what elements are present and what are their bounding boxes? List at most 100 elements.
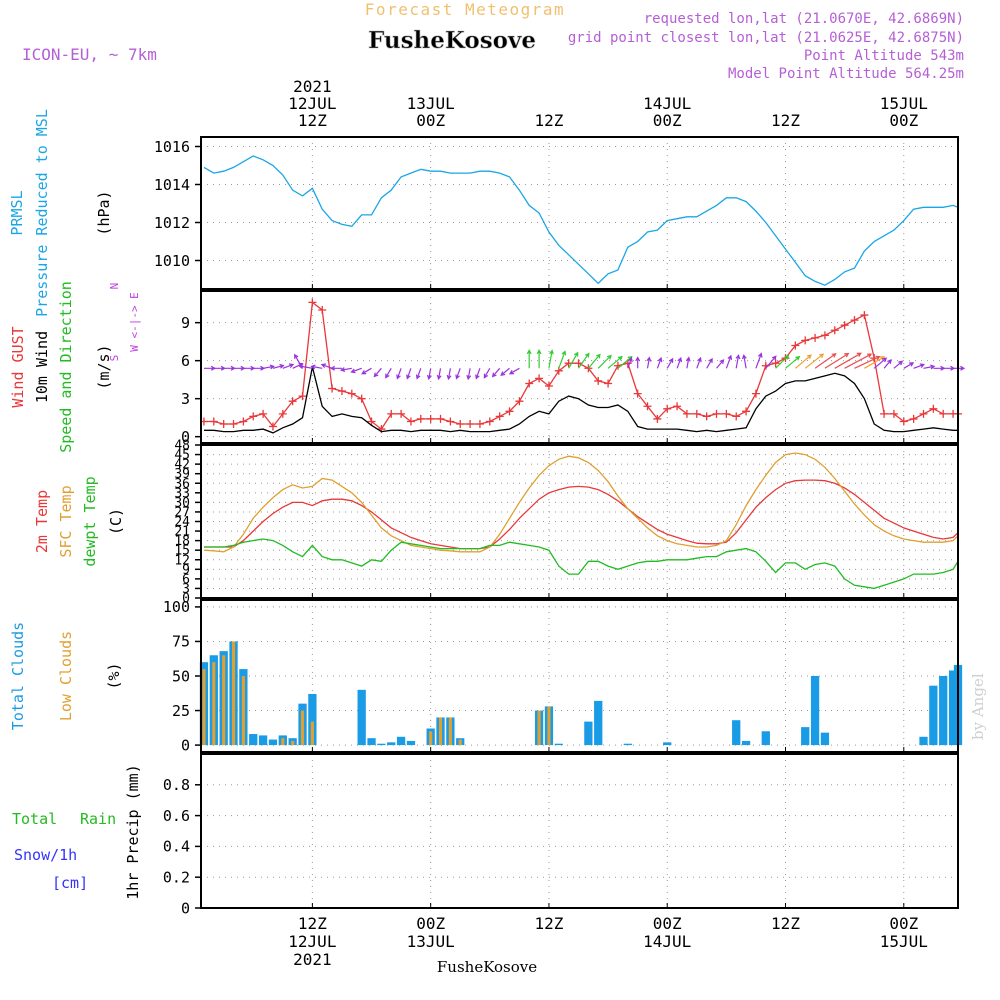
y-tick-label: 0.6 xyxy=(163,807,190,825)
gust-marker xyxy=(909,414,918,423)
top-tick-label: 2021 xyxy=(293,77,332,96)
series-t2m xyxy=(204,479,959,550)
gust-marker xyxy=(535,374,544,383)
wind-arrow xyxy=(415,368,422,380)
total-cloud-bar xyxy=(919,736,928,746)
wind-arrow xyxy=(741,354,747,369)
gust-marker xyxy=(919,409,928,418)
y-tick-label: 6 xyxy=(181,352,190,370)
y-tick-label: 30 xyxy=(174,496,190,511)
gust-marker xyxy=(850,316,859,325)
total-cloud-bar xyxy=(406,740,416,746)
panel-frame xyxy=(200,290,959,444)
y-tick-label: 24 xyxy=(174,515,190,530)
series-sfc xyxy=(203,452,959,553)
gust-marker xyxy=(308,298,317,307)
panel-frame xyxy=(200,444,959,599)
wind-arrow xyxy=(491,367,501,378)
gust-marker xyxy=(357,394,366,403)
y-tick-label: 100 xyxy=(163,598,190,616)
panel-label-temperature: SFC Temp xyxy=(57,485,75,557)
gust-marker xyxy=(751,389,760,398)
wind-arrow xyxy=(310,364,323,370)
wind-arrow xyxy=(795,354,812,369)
low-cloud-bar xyxy=(212,662,216,746)
location-title: FusheKosove xyxy=(368,27,536,54)
low-cloud-bar xyxy=(291,740,295,746)
gust-marker xyxy=(653,414,662,423)
total-cloud-bar xyxy=(801,727,810,746)
wind-arrow xyxy=(587,353,601,369)
gust-marker xyxy=(466,420,475,428)
wind-arrow xyxy=(213,365,226,371)
low-cloud-bar xyxy=(222,655,226,746)
wind-arrow xyxy=(466,368,472,381)
wind-arrow xyxy=(607,355,623,369)
top-tick-label: 15JUL xyxy=(880,94,928,113)
y-tick-label: 0 xyxy=(181,736,190,754)
gust-marker xyxy=(820,331,829,340)
gust-marker xyxy=(485,417,494,426)
panel-label-temperature: dewpt Temp xyxy=(81,476,99,566)
gust-marker xyxy=(702,412,711,421)
panel-label-pressure: (hPa) xyxy=(95,190,113,235)
panel-label-temperature: 2m Temp xyxy=(33,490,51,553)
gust-marker xyxy=(574,359,583,368)
wind-arrow xyxy=(578,352,590,369)
gust-marker xyxy=(692,409,701,418)
total-cloud-bar xyxy=(948,670,958,746)
y-tick-label: 0.2 xyxy=(163,868,190,886)
y-tick-label: 36 xyxy=(174,477,190,492)
total-cloud-bar xyxy=(357,689,366,746)
y-tick-label: 50 xyxy=(172,667,190,685)
wind-arrow xyxy=(568,351,579,369)
total-cloud-bar xyxy=(929,685,938,746)
gust-marker xyxy=(209,417,218,426)
y-axis-label: (C) xyxy=(107,508,125,535)
low-cloud-bar xyxy=(300,710,305,746)
total-cloud-bar xyxy=(308,693,317,746)
series-prmsl xyxy=(203,155,959,286)
bottom-tick-label: 12Z xyxy=(298,914,327,933)
compass-we: W <-|-> E xyxy=(128,292,141,352)
y-tick-label: 0 xyxy=(182,592,190,607)
panels: 1010 1012 1014 1016 PRMSL Pressure Reduced to… xyxy=(8,109,966,917)
low-cloud-bar xyxy=(429,731,433,746)
panel-label-clouds: (%) xyxy=(105,662,123,689)
low-cloud-bar xyxy=(438,717,443,746)
y-axis-label: Total Clouds xyxy=(9,622,27,730)
gust-marker xyxy=(259,409,268,418)
y-tick-label: 0 xyxy=(181,899,190,917)
y-tick-label: 18 xyxy=(174,534,190,549)
wind-arrow xyxy=(883,359,892,369)
wind-arrow xyxy=(558,350,567,369)
wind-arrow xyxy=(320,363,333,369)
total-cloud-bar xyxy=(377,743,386,746)
gust-marker xyxy=(416,414,425,423)
top-tick-label: 00Z xyxy=(889,111,918,130)
legend-total: Total xyxy=(12,810,57,828)
wind-arrow xyxy=(834,352,862,369)
y-tick-label: 33 xyxy=(174,486,190,501)
wind-arrow xyxy=(676,356,682,369)
bottom-tick-label: 00Z xyxy=(416,914,445,933)
wind-arrow xyxy=(943,365,956,371)
wind-arrow xyxy=(361,367,372,375)
wind-arrow xyxy=(548,349,554,369)
low-cloud-bar xyxy=(202,669,206,746)
wind-arrow xyxy=(350,367,362,374)
gust-marker xyxy=(712,409,721,418)
y-axis-label: Pressure Reduced to MSL xyxy=(33,109,51,317)
y-axis-label: Wind GUST xyxy=(9,326,27,407)
gust-marker xyxy=(939,409,948,418)
gust-marker xyxy=(249,412,258,421)
gust-marker xyxy=(475,420,484,428)
y-tick-label: 21 xyxy=(174,525,190,540)
bottom-tick-label: 2021 xyxy=(293,950,332,969)
wind-arrow xyxy=(696,356,702,369)
y-tick-label: 75 xyxy=(172,633,190,651)
gust-marker xyxy=(298,392,307,401)
panel-label-pressure: PRMSL xyxy=(8,190,26,235)
total-cloud-bar xyxy=(584,721,593,746)
